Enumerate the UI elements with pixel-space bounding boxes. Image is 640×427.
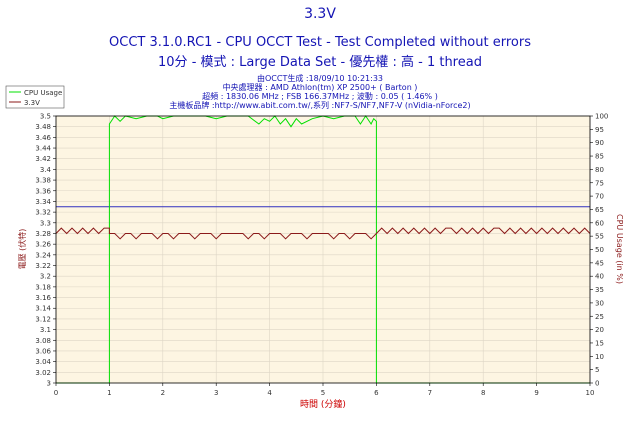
left-tick-label: 3.02 [35,369,51,377]
left-tick-label: 3.24 [35,251,51,259]
right-tick-label: 65 [595,206,604,214]
left-tick-label: 3.4 [40,166,52,174]
left-tick-label: 3.5 [40,113,51,121]
x-tick-label: 7 [428,389,432,397]
left-tick-label: 3.44 [35,145,51,153]
right-tick-label: 75 [595,179,604,187]
left-tick-label: 3.38 [35,177,51,185]
right-tick-label: 10 [595,353,604,361]
x-tick-label: 4 [267,389,272,397]
left-tick-label: 3.48 [35,123,51,131]
left-tick-label: 3.3 [40,219,51,227]
chart-subtitle-test: OCCT 3.1.0.RC1 - CPU OCCT Test - Test Co… [109,35,531,50]
series-3v3 [55,227,591,240]
left-tick-label: 3.18 [35,283,51,291]
chart-legend: CPU Usage 3.3V [5,85,65,109]
right-tick-label: 85 [595,153,604,161]
left-tick-label: 3.34 [35,198,51,206]
right-tick-label: 95 [595,126,604,134]
left-tick-label: 3.12 [35,315,51,323]
right-tick-label: 45 [595,259,604,267]
info-motherboard: 主機板品牌 :http://www.abit.com.tw/,系列 :NF7-S… [169,101,471,110]
right-tick-label: 25 [595,313,604,321]
x-tick-label: 6 [374,389,379,397]
info-overclock: 超頻 : 1830.06 MHz ; FSB 166.37MHz ; 波動 : … [202,92,438,101]
legend-label-3v3: 3.3V [24,99,40,107]
right-tick-label: 80 [595,166,604,174]
right-tick-label: 50 [595,246,604,254]
series-cpu-usage [56,115,590,384]
left-tick-label: 3.04 [35,358,51,366]
x-tick-label: 2 [161,389,165,397]
x-tick-label: 3 [214,389,218,397]
right-tick-label: 0 [595,380,599,388]
right-tick-label: 5 [595,366,599,374]
right-tick-label: 90 [595,139,604,147]
left-tick-label: 3.16 [35,294,51,302]
x-tick-label: 0 [54,389,58,397]
series-layer [55,115,591,384]
left-tick-label: 3.08 [35,337,51,345]
left-tick-label: 3.46 [35,134,51,142]
right-tick-label: 100 [595,113,608,121]
left-tick-label: 3.32 [35,209,51,217]
right-tick-label: 35 [595,286,604,294]
right-tick-label: 30 [595,299,604,307]
left-tick-label: 3.36 [35,187,51,195]
chart-subtitle-mode: 10分 - 模式 : Large Data Set - 優先權 : 高 - 1 … [158,55,482,70]
left-tick-label: 3.14 [35,305,51,313]
left-tick-label: 3 [47,380,51,388]
right-tick-label: 15 [595,339,604,347]
left-tick-label: 3.28 [35,230,51,238]
left-tick-label: 3.06 [35,347,51,355]
x-axis-ticks: 0 1 2 3 4 5 6 7 8 9 10 [54,383,595,397]
left-tick-label: 3.1 [40,326,51,334]
x-tick-label: 8 [481,389,485,397]
left-axis-label: 電壓 (伏特) [17,229,27,270]
right-tick-label: 55 [595,233,604,241]
legend-label-cpu-usage: CPU Usage [24,89,62,97]
x-tick-label: 9 [534,389,538,397]
right-axis-label: CPU Usage (in %) [615,214,624,284]
info-generated: 由OCCT生成 :18/09/10 10:21:33 [257,74,383,83]
right-tick-label: 20 [595,326,604,334]
x-tick-label: 1 [107,389,111,397]
right-axis-ticks: 0 5 10 15 20 25 30 35 40 45 50 55 60 65 70 75 80 85 90 95 10… [590,113,608,388]
left-tick-label: 3.42 [35,155,51,163]
left-axis-ticks: 3 3.02 3.04 3.06 3.08 3.1 3.12 3.14 3.16 3.18 3.2 3… [35,113,56,388]
left-tick-label: 3.2 [40,273,51,281]
x-axis-label: 時間 (分鐘) [300,398,346,410]
left-tick-label: 3.22 [35,262,51,270]
x-tick-label: 5 [321,389,325,397]
info-cpu: 中央處理器 : AMD Athlon(tm) XP 2500+ ( Barton… [222,83,418,92]
x-tick-label: 10 [586,389,595,397]
right-tick-label: 60 [595,219,604,227]
left-tick-label: 3.26 [35,241,51,249]
right-tick-label: 70 [595,193,604,201]
chart-title: 3.3V [304,6,336,22]
right-tick-label: 40 [595,273,604,281]
